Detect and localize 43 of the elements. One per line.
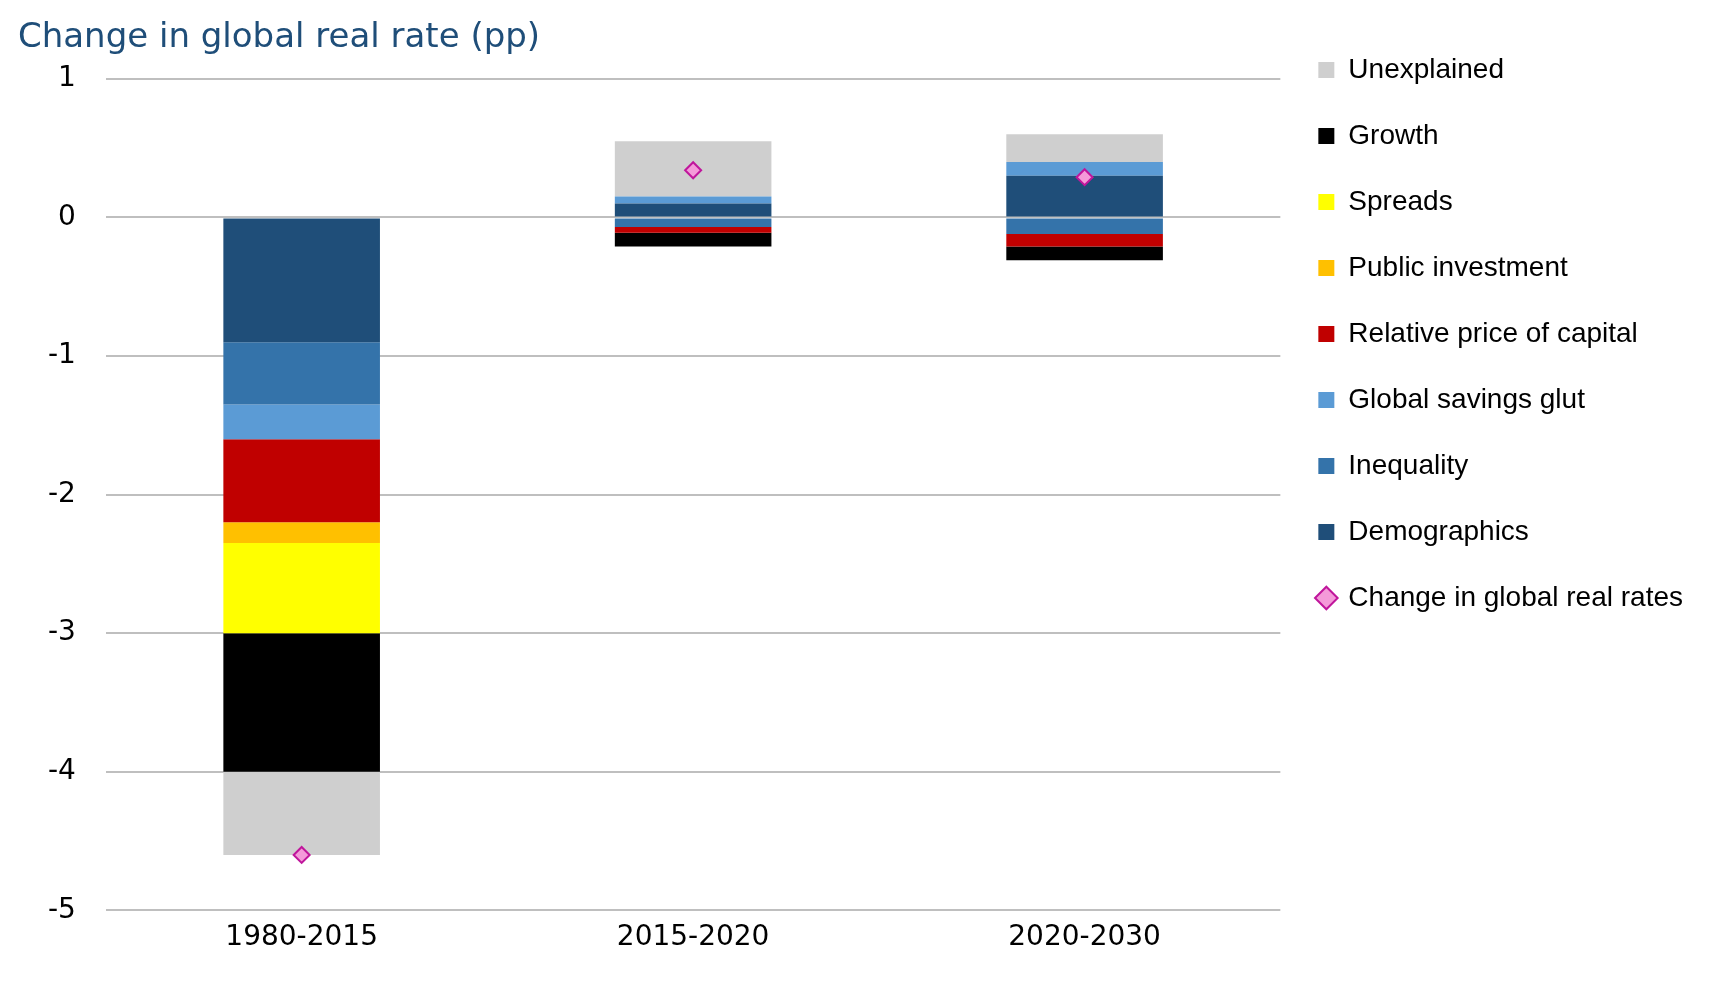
x-tick-label: 2020-2030 xyxy=(1008,919,1161,953)
legend-label: Change in global real rates xyxy=(1348,580,1684,612)
bar xyxy=(223,771,380,855)
legend-label: Spreads xyxy=(1348,184,1453,216)
y-tick-label: -1 xyxy=(48,337,76,371)
point xyxy=(292,845,311,864)
bar xyxy=(614,227,772,233)
point xyxy=(684,161,703,180)
x-tick-label: 2015-2020 xyxy=(616,919,770,953)
bar xyxy=(614,196,772,204)
y-tick-label: -2 xyxy=(48,475,76,509)
x-tick-label: 1980-2015 xyxy=(225,919,378,953)
legend-label: Inequality xyxy=(1348,448,1469,480)
bar xyxy=(1006,175,1163,217)
legend-label: Global savings glut xyxy=(1348,382,1586,414)
chart-title: Change in global real rate (pp) xyxy=(18,15,541,56)
bar xyxy=(223,522,380,544)
y-tick-label: 0 xyxy=(58,198,76,232)
bar xyxy=(1006,218,1163,235)
bar xyxy=(223,404,380,440)
legend-label: Growth xyxy=(1348,118,1439,150)
bar xyxy=(223,633,380,772)
bar xyxy=(1006,234,1163,247)
bar xyxy=(1006,134,1163,162)
bar xyxy=(223,342,380,405)
point xyxy=(1075,168,1094,187)
y-tick-label: 1 xyxy=(58,60,76,94)
legend-label: Public investment xyxy=(1348,250,1568,282)
bar xyxy=(614,141,772,197)
bar xyxy=(1006,246,1163,261)
bar xyxy=(1006,161,1163,176)
legend-label: Unexplained xyxy=(1348,52,1505,84)
y-tick-label: -4 xyxy=(48,753,76,787)
bar xyxy=(614,218,772,228)
legend-label: Demographics xyxy=(1348,514,1529,546)
bar xyxy=(223,543,380,634)
y-tick-label: -3 xyxy=(48,614,76,648)
y-tick-label: -5 xyxy=(48,891,76,925)
bar xyxy=(614,203,772,217)
bar xyxy=(223,218,380,343)
bar xyxy=(614,232,772,247)
bar xyxy=(223,439,380,523)
legend-label: Relative price of capital xyxy=(1348,316,1638,348)
